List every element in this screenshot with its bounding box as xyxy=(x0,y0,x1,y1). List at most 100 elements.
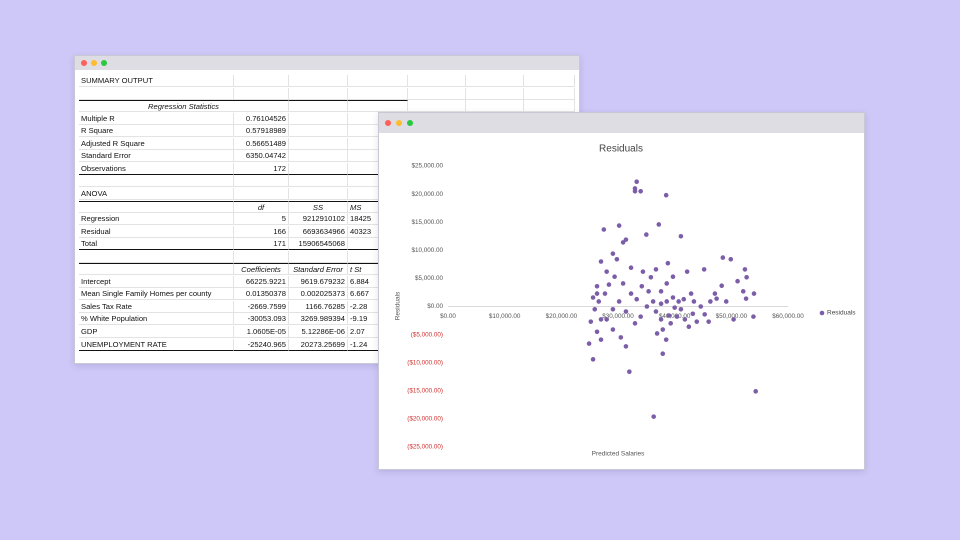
cell: -2669.7599 xyxy=(234,300,289,313)
cell xyxy=(234,187,289,200)
scatter-point xyxy=(598,317,604,322)
scatter-point xyxy=(686,324,692,330)
scatter-point xyxy=(712,291,718,296)
chart-title: Residuals xyxy=(599,144,643,155)
y-tick-label: ($20,000.00) xyxy=(407,416,443,423)
x-tick-label: $30,000.00 xyxy=(602,313,634,320)
scatter-point xyxy=(674,314,680,319)
scatter-point xyxy=(598,337,604,342)
cell xyxy=(289,125,348,138)
y-tick-label: $5,000.00 xyxy=(415,275,444,282)
cell: 1.0605E-05 xyxy=(234,326,289,338)
scatter-point xyxy=(628,291,634,296)
minimize-button[interactable] xyxy=(91,60,97,66)
x-tick-label: $10,000.00 xyxy=(489,313,521,320)
cell: R Square xyxy=(79,125,234,138)
scatter-point xyxy=(610,327,616,332)
cell xyxy=(466,87,524,100)
scatter-point xyxy=(676,299,681,304)
y-tick-label: $0.00 xyxy=(427,303,443,310)
scatter-point xyxy=(627,369,632,374)
cell: % White Population xyxy=(79,313,234,326)
cell xyxy=(348,100,408,113)
cell xyxy=(289,150,348,163)
scatter-point xyxy=(682,317,688,322)
title-bar xyxy=(379,113,864,133)
scatter-point xyxy=(610,251,616,256)
scatter-point xyxy=(666,313,672,318)
close-button[interactable] xyxy=(81,60,87,66)
scatter-point xyxy=(654,331,660,336)
minimize-button[interactable] xyxy=(396,120,402,126)
title-bar xyxy=(75,56,579,70)
scatter-point xyxy=(663,192,669,198)
y-tick-label: ($10,000.00) xyxy=(407,359,443,366)
scatter-point xyxy=(668,321,673,326)
cell: Sales Tax Rate xyxy=(79,300,234,313)
y-tick-label: $15,000.00 xyxy=(411,219,443,226)
scatter-point xyxy=(634,296,639,302)
cell xyxy=(289,87,348,100)
scatter-point xyxy=(644,232,649,237)
cell: Multiple R xyxy=(79,112,234,125)
scatter-point xyxy=(670,295,676,300)
x-tick-label: $0.00 xyxy=(440,313,456,320)
maximize-button[interactable] xyxy=(407,120,413,126)
cell: 9619.679232 xyxy=(289,275,348,288)
scatter-point xyxy=(698,304,704,309)
cell xyxy=(289,137,348,150)
cell: 0.57918989 xyxy=(234,125,289,138)
cell: Coefficients xyxy=(234,263,289,276)
scatter-point xyxy=(644,304,650,309)
cell xyxy=(289,162,348,175)
scatter-point xyxy=(706,319,711,324)
cell: 3269.989394 xyxy=(289,313,348,326)
cell xyxy=(466,75,524,87)
scatter-point xyxy=(742,267,748,272)
y-tick-label: ($5,000.00) xyxy=(411,331,443,338)
cell: 5 xyxy=(234,213,289,226)
scatter-point xyxy=(623,309,629,314)
scatter-point xyxy=(648,274,654,280)
y-axis-title: Residuals xyxy=(395,291,402,320)
cell: Adjusted R Square xyxy=(79,137,234,150)
scatter-point xyxy=(594,329,600,335)
maximize-button[interactable] xyxy=(101,60,107,66)
cell: Total xyxy=(79,238,234,251)
scatter-point xyxy=(678,307,684,312)
scatter-point xyxy=(610,307,616,312)
cell xyxy=(289,250,348,263)
x-tick-label: $20,000.00 xyxy=(546,313,578,320)
x-tick-label: $50,000.00 xyxy=(716,313,748,320)
cell xyxy=(348,87,408,100)
scatter-point xyxy=(651,414,656,419)
cell: GDP xyxy=(79,326,234,338)
scatter-point xyxy=(590,295,596,300)
cell xyxy=(234,175,289,188)
scatter-point xyxy=(653,267,659,272)
scatter-point xyxy=(646,289,651,294)
cell: 1166.76285 xyxy=(289,300,348,313)
scatter-point xyxy=(664,281,670,286)
scatter-point xyxy=(740,289,746,294)
cell: -30053.093 xyxy=(234,313,289,326)
cell: Intercept xyxy=(79,275,234,288)
cell: 0.56651489 xyxy=(234,137,289,150)
scatter-point xyxy=(670,274,676,280)
scatter-point xyxy=(663,337,669,342)
close-button[interactable] xyxy=(385,120,391,126)
scatter-point xyxy=(639,283,645,289)
scatter-point xyxy=(723,299,729,304)
scatter-point xyxy=(614,256,620,262)
cell xyxy=(289,112,348,125)
cell xyxy=(524,100,575,113)
scatter-point xyxy=(638,314,643,319)
scatter-point xyxy=(592,307,598,312)
scatter-point xyxy=(714,296,719,301)
scatter-point xyxy=(751,314,756,319)
cell: Standard Error xyxy=(289,263,348,276)
cell xyxy=(524,87,575,100)
chart-window: Residuals Predicted Salaries Residuals $… xyxy=(378,112,865,470)
y-tick-label: ($15,000.00) xyxy=(407,387,443,394)
cell: 0.76104526 xyxy=(234,112,289,125)
